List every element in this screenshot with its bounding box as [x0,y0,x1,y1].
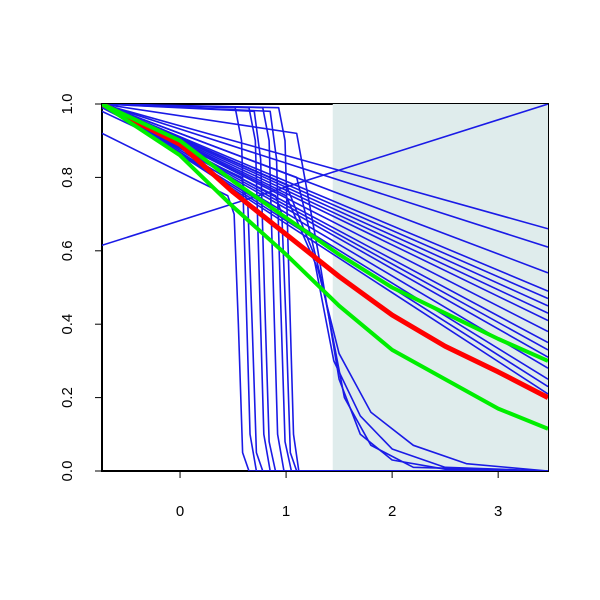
x-tick-label: 3 [494,503,502,520]
series-line [102,104,548,247]
y-tick-label: 0.4 [59,314,76,335]
series-line [102,104,548,471]
x-tick-label: 0 [176,503,184,520]
y-tick-label: 0.2 [59,387,76,408]
series-line [102,104,548,292]
y-tick-label: 1.0 [59,94,76,115]
y-tick-label: 0.0 [59,461,76,482]
x-tick-label: 2 [388,503,396,520]
series-line [102,106,548,471]
series-line [102,104,548,380]
series-line [102,132,548,471]
series-line [102,104,548,400]
y-tick-label: 0.8 [59,167,76,188]
series-line [102,104,548,363]
series-group [102,104,548,471]
series-line [102,104,548,431]
series-line [102,104,548,471]
series-line [102,104,548,369]
series-line [102,104,548,230]
x-tick-label: 1 [282,503,290,520]
series-line [102,104,548,471]
shaded-region [332,104,548,471]
series-line [102,104,548,471]
series-line [102,110,548,471]
series-line [102,104,548,248]
series-line [102,104,548,471]
y-tick-label: 0.6 [59,240,76,261]
